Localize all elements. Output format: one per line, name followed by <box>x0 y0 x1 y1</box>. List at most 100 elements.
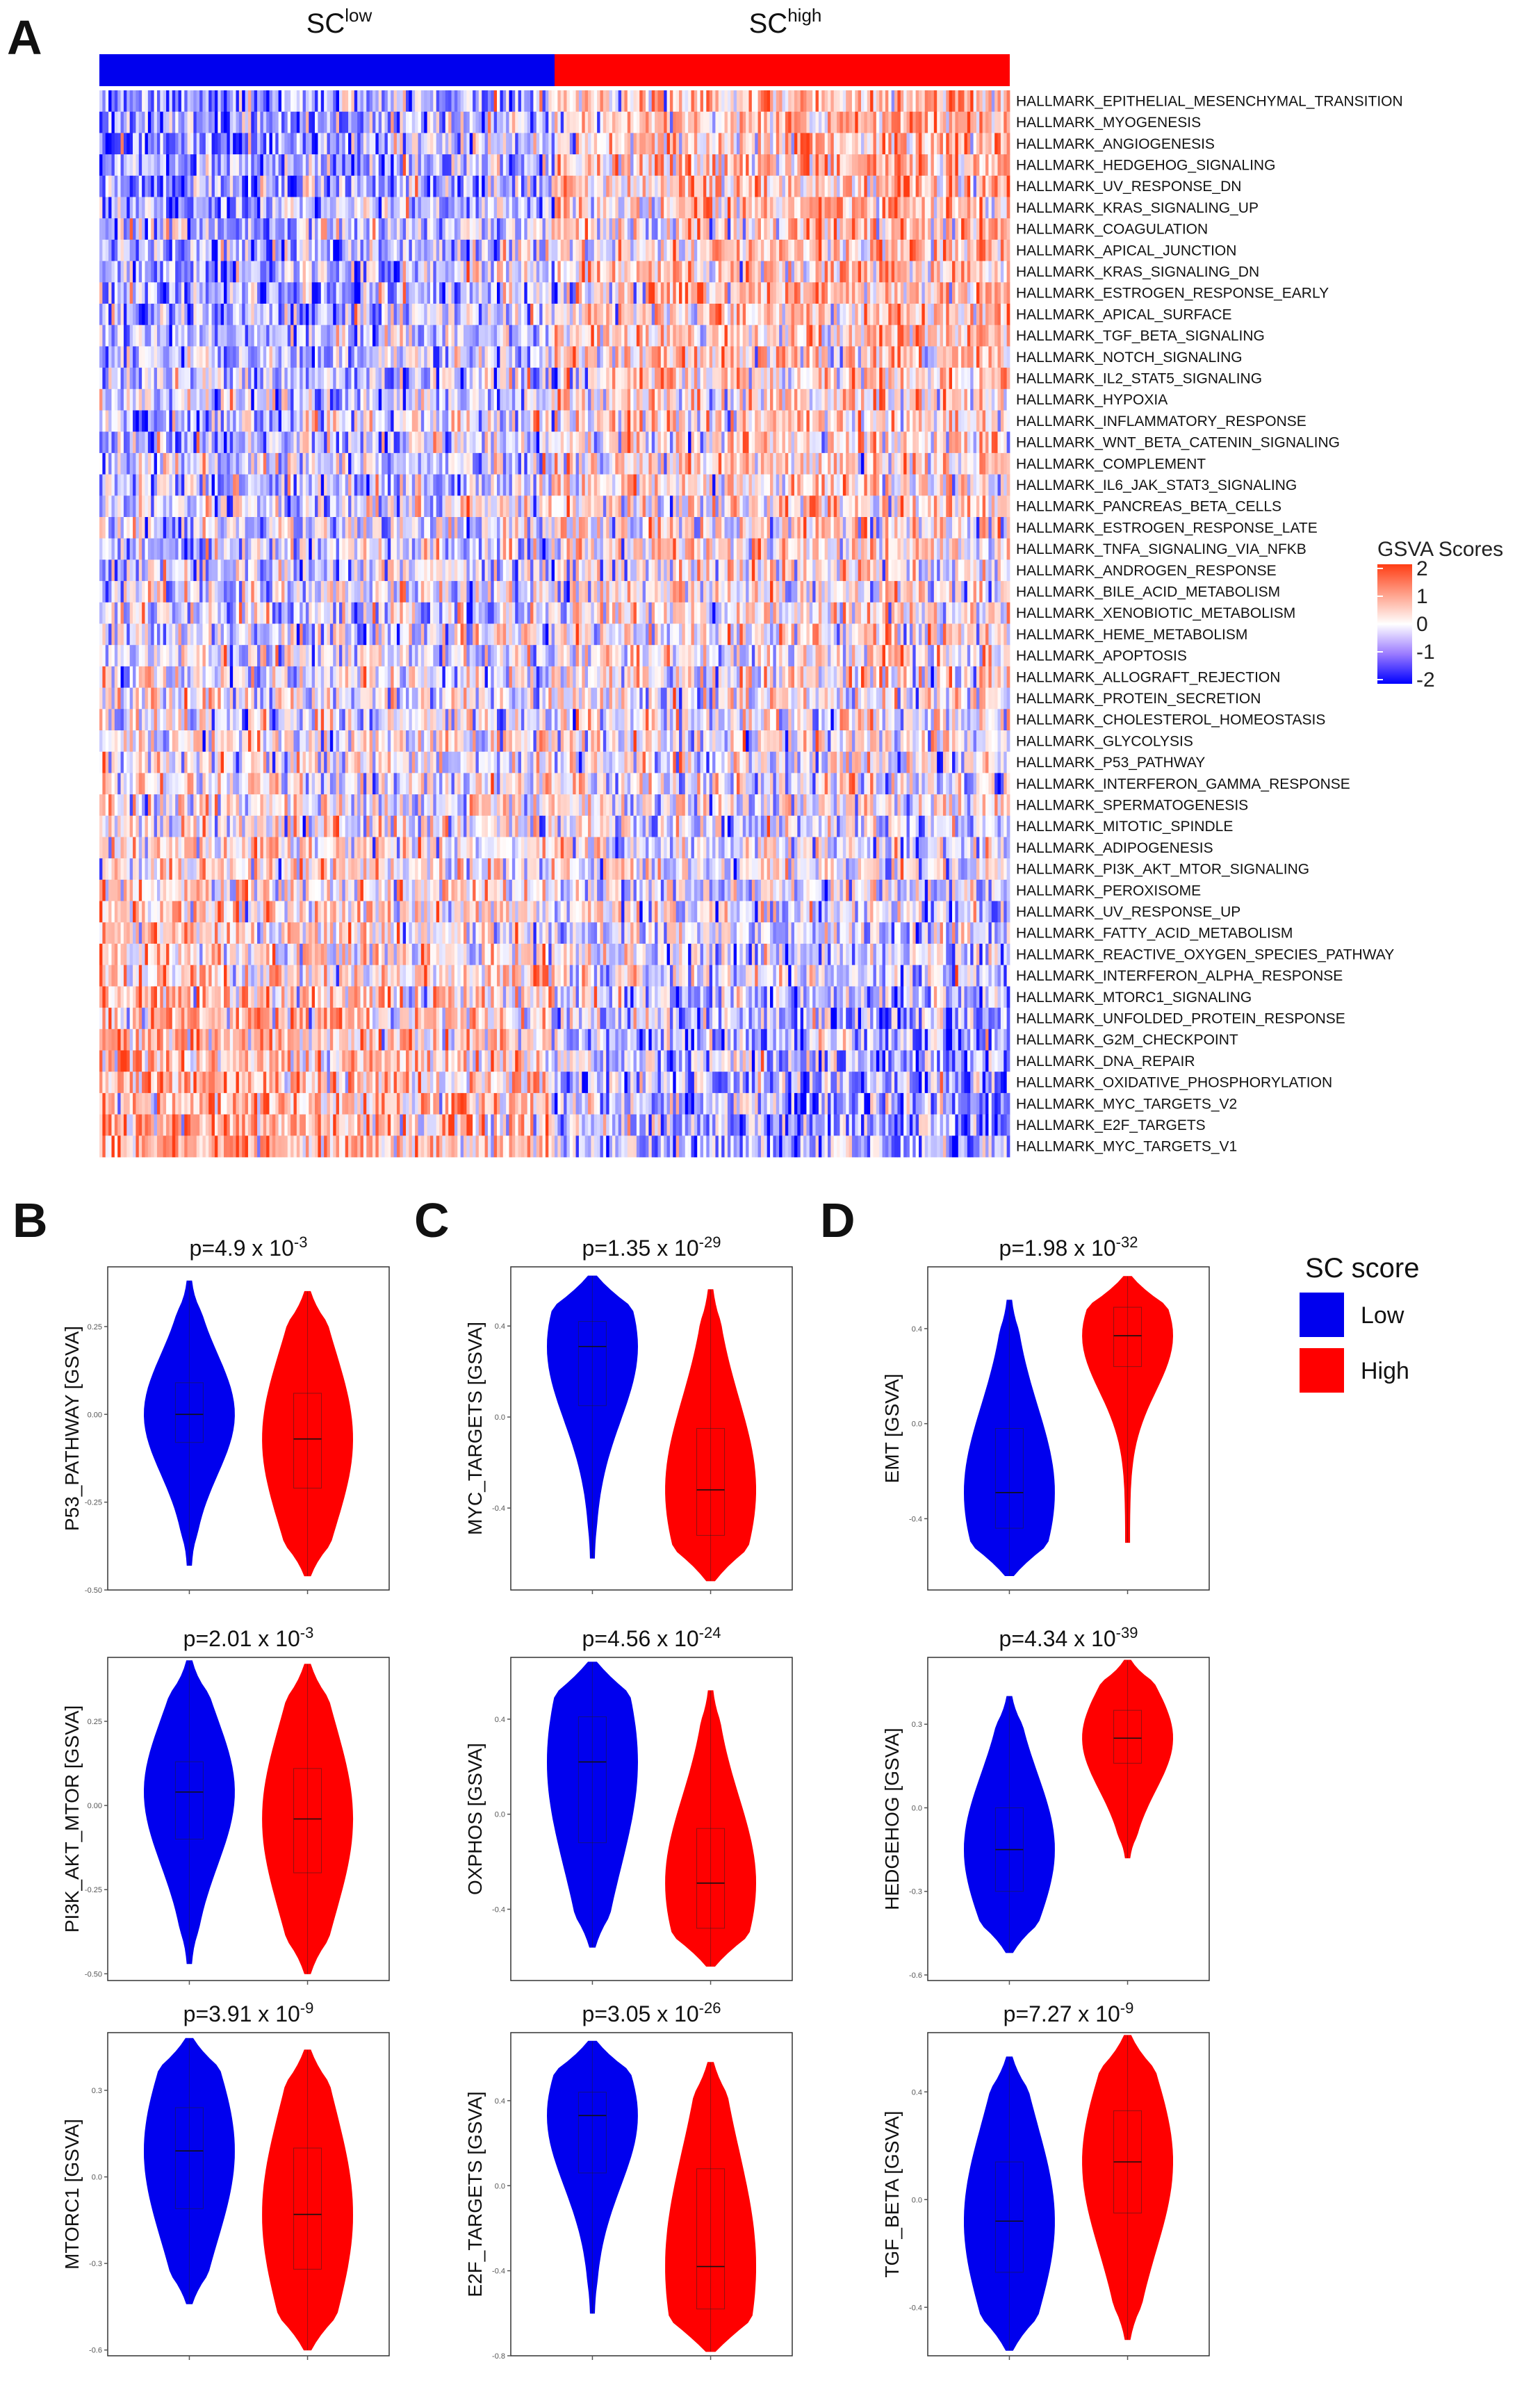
heatmap-cell <box>849 304 853 326</box>
heatmap-cell <box>970 282 974 304</box>
heatmap-cell <box>156 388 161 411</box>
heatmap-cell <box>99 218 103 240</box>
heatmap-cell <box>387 197 391 219</box>
heatmap-cell <box>502 175 507 197</box>
heatmap-cell <box>493 90 498 113</box>
heatmap-cell <box>873 261 877 283</box>
heatmap-cell <box>202 90 206 113</box>
heatmap-cell <box>382 218 385 240</box>
heatmap-cell <box>797 239 801 261</box>
heatmap-cell <box>851 261 855 283</box>
heatmap-cell <box>557 410 562 432</box>
heatmap-cell <box>982 90 986 113</box>
heatmap-cell <box>338 325 343 347</box>
heatmap-cell <box>578 346 582 368</box>
heatmap-cell <box>454 388 458 411</box>
heatmap-cell <box>551 368 555 390</box>
heatmap-cell <box>136 133 140 155</box>
heatmap-cell <box>803 346 807 368</box>
heatmap-cell <box>278 90 282 113</box>
heatmap-cell <box>861 325 865 347</box>
heatmap-cell <box>475 197 480 219</box>
heatmap-cell <box>497 239 500 261</box>
heatmap-cell <box>211 218 215 240</box>
heatmap-cell <box>457 90 461 113</box>
heatmap-cell <box>160 282 164 304</box>
heatmap-cell <box>812 133 816 155</box>
heatmap-cell <box>651 410 655 432</box>
heatmap-cell <box>994 261 998 283</box>
heatmap-cell <box>764 154 768 177</box>
heatmap-cell <box>220 261 224 283</box>
heatmap-cell <box>773 368 777 390</box>
heatmap-cell <box>818 133 822 155</box>
heatmap-cell <box>133 111 136 133</box>
heatmap-cell <box>502 410 507 432</box>
heatmap-cell <box>870 410 874 432</box>
heatmap-cell <box>393 388 398 411</box>
heatmap-cell <box>555 175 558 197</box>
heatmap-cell <box>451 304 455 326</box>
heatmap-cell <box>560 239 564 261</box>
heatmap-cell <box>955 218 959 240</box>
heatmap-cell <box>406 111 409 133</box>
heatmap-cell <box>791 325 795 347</box>
heatmap-cell <box>238 432 243 454</box>
heatmap-cell <box>879 282 883 304</box>
heatmap-cell <box>311 282 316 304</box>
heatmap-cell <box>867 388 871 411</box>
heatmap-cell <box>233 175 236 197</box>
heatmap-cell <box>697 388 701 411</box>
heatmap-cell <box>994 304 998 326</box>
heatmap-cell <box>123 133 127 155</box>
heatmap-cell <box>269 90 273 113</box>
heatmap-cell <box>952 261 956 283</box>
heatmap-cell <box>387 90 391 113</box>
heatmap-cell <box>266 432 270 454</box>
heatmap-cell <box>933 175 937 197</box>
heatmap-cell <box>748 197 753 219</box>
heatmap-cell <box>755 282 758 304</box>
heatmap-cell <box>338 239 343 261</box>
heatmap-cell <box>487 388 491 411</box>
heatmap-cell <box>794 346 798 368</box>
heatmap-cell <box>648 325 653 347</box>
heatmap-cell <box>952 239 956 261</box>
heatmap-cell <box>184 218 188 240</box>
heatmap-cell <box>102 154 106 177</box>
heatmap-cell <box>108 282 112 304</box>
heatmap-cell <box>876 218 880 240</box>
heatmap-cell <box>400 133 404 155</box>
heatmap-cell <box>327 90 331 113</box>
heatmap-cell <box>648 432 653 454</box>
heatmap-cell <box>788 111 792 133</box>
heatmap-cell <box>375 133 379 155</box>
heatmap-cell <box>409 154 413 177</box>
heatmap-cell <box>812 261 816 283</box>
heatmap-cell <box>333 325 336 347</box>
heatmap-cell <box>958 133 962 155</box>
heatmap-cell <box>1000 133 1004 155</box>
heatmap-cell <box>284 90 288 113</box>
heatmap-cell <box>666 432 671 454</box>
heatmap-cell <box>333 90 336 113</box>
heatmap-cell <box>114 197 118 219</box>
heatmap-cell <box>384 388 388 411</box>
heatmap-cell <box>245 111 249 133</box>
heatmap-cell <box>111 218 115 240</box>
heatmap-cell <box>527 346 531 368</box>
heatmap-cell <box>952 133 956 155</box>
heatmap-cell <box>287 111 291 133</box>
heatmap-cell <box>542 218 546 240</box>
heatmap-cell <box>788 282 792 304</box>
heatmap-cell <box>129 154 133 177</box>
heatmap-cell <box>642 304 646 326</box>
heatmap-cell <box>469 239 473 261</box>
heatmap-cell <box>837 410 840 432</box>
heatmap-cell <box>278 218 282 240</box>
heatmap-cell <box>615 111 619 133</box>
heatmap-cell <box>205 325 209 347</box>
heatmap-cell <box>333 175 336 197</box>
heatmap-cell <box>433 282 437 304</box>
heatmap-cell <box>393 154 398 177</box>
